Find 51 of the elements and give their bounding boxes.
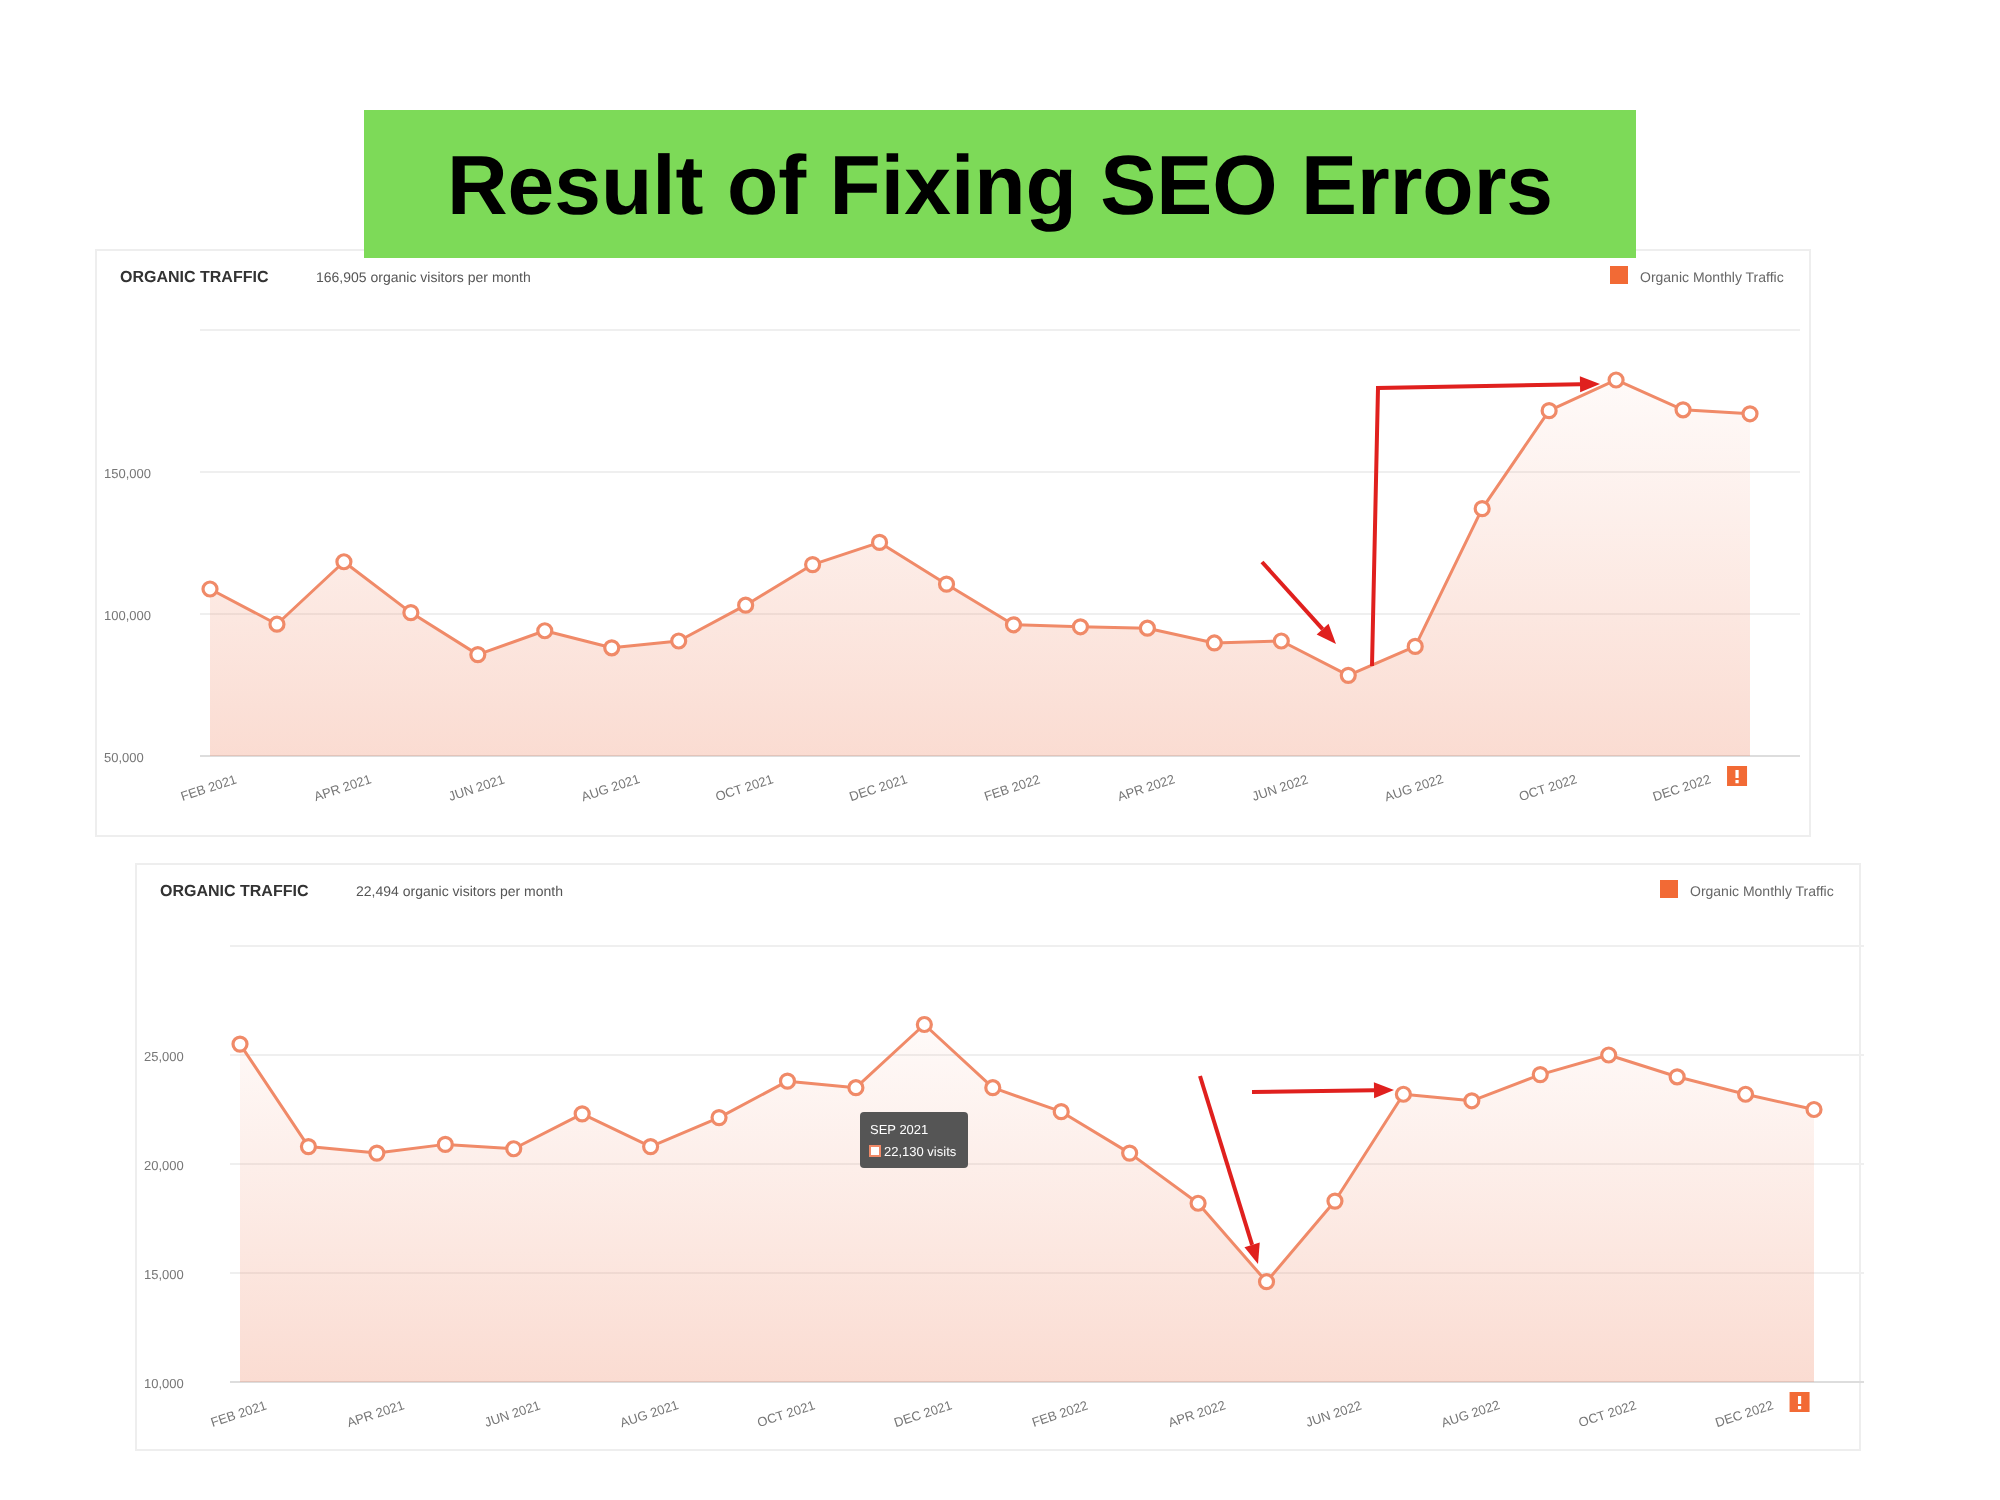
point (201, 580, 219, 598)
point (1052, 1103, 1070, 1121)
point (1138, 619, 1156, 637)
point (402, 603, 420, 622)
point (1805, 1100, 1823, 1119)
point (1071, 618, 1090, 636)
point (847, 1079, 865, 1097)
point (1339, 666, 1357, 684)
point (670, 632, 688, 650)
point (1326, 1192, 1344, 1210)
point (915, 1015, 933, 1034)
point (1121, 1144, 1139, 1162)
point (231, 1035, 249, 1053)
point (1004, 616, 1023, 634)
point (299, 1137, 318, 1156)
point (1607, 371, 1625, 389)
point (469, 646, 487, 664)
point (737, 596, 755, 614)
point (937, 575, 956, 593)
point (335, 553, 353, 571)
point (1540, 402, 1558, 420)
point (1531, 1066, 1549, 1084)
point (573, 1105, 591, 1123)
point (505, 1140, 523, 1158)
point (778, 1072, 797, 1090)
point (268, 615, 286, 633)
point (710, 1108, 728, 1127)
point (436, 1135, 454, 1153)
point (642, 1137, 660, 1156)
point (1736, 1085, 1755, 1103)
chart-title: ORGANIC TRAFFIC (160, 882, 309, 900)
point (870, 533, 889, 552)
point (368, 1144, 386, 1162)
point (603, 639, 621, 657)
chart-title: ORGANIC TRAFFIC (120, 268, 269, 286)
point (1272, 632, 1290, 650)
point (984, 1079, 1002, 1097)
point (1189, 1194, 1207, 1212)
point (1257, 1273, 1276, 1291)
point (1205, 634, 1223, 652)
point (1473, 500, 1491, 518)
point (1394, 1085, 1412, 1103)
point (1674, 401, 1692, 419)
point (1600, 1046, 1618, 1064)
point (804, 555, 822, 574)
point (1406, 637, 1424, 655)
point (1741, 405, 1759, 423)
point (536, 622, 554, 640)
point (1463, 1092, 1481, 1110)
point (1668, 1068, 1686, 1086)
text: Result of Fixing SEO Errors (446, 138, 1554, 232)
